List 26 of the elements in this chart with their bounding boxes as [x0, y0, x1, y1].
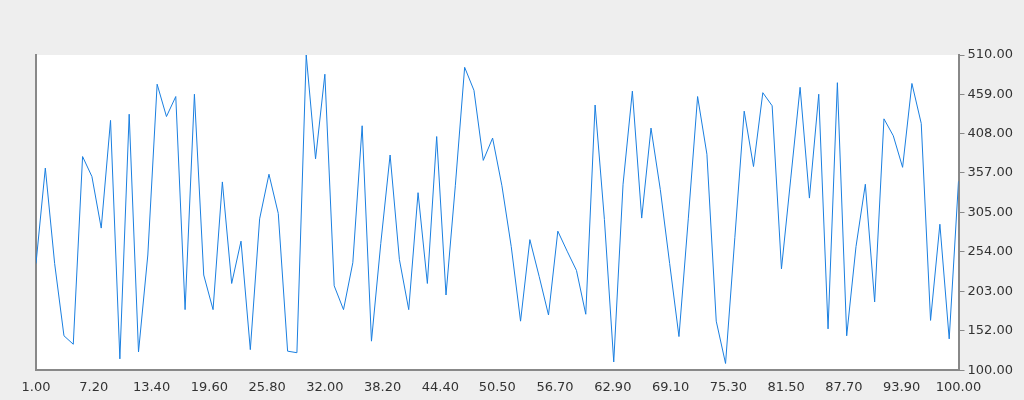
x-tick-label: 81.50 — [767, 378, 805, 394]
y-tick-label: 357.00 — [967, 164, 1014, 180]
y-tick-label: 254.00 — [967, 243, 1014, 259]
x-tick-label: 69.10 — [651, 378, 690, 394]
x-tick-label: 87.70 — [825, 378, 863, 394]
x-tick-label: 50.50 — [478, 378, 516, 394]
y-tick-label: 203.00 — [967, 282, 1014, 298]
y-tick-label: 305.00 — [967, 204, 1014, 220]
x-tick-label: 1.00 — [21, 378, 51, 394]
y-tick-label: 100.00 — [967, 361, 1014, 377]
y-tick-label: 408.00 — [967, 124, 1014, 140]
x-tick-label: 19.60 — [190, 378, 228, 394]
x-tick-label: 62.90 — [594, 378, 632, 394]
x-tick-label: 32.00 — [306, 378, 344, 394]
x-tick-label: 38.20 — [364, 378, 402, 394]
x-tick-label: 93.90 — [883, 378, 921, 394]
x-tick-label: 25.80 — [248, 378, 286, 394]
y-tick-label: 459.00 — [967, 85, 1014, 101]
x-tick-label: 44.40 — [421, 378, 460, 394]
y-tick-label: 152.00 — [967, 321, 1014, 337]
y-tick-label: 510.00 — [967, 46, 1014, 62]
x-tick-label: 7.20 — [79, 378, 109, 394]
x-tick-label: 56.70 — [536, 378, 574, 394]
x-tick-label: 100.00 — [935, 378, 982, 394]
x-tick-label: 75.30 — [709, 378, 747, 394]
x-tick-label: 13.40 — [132, 378, 171, 394]
